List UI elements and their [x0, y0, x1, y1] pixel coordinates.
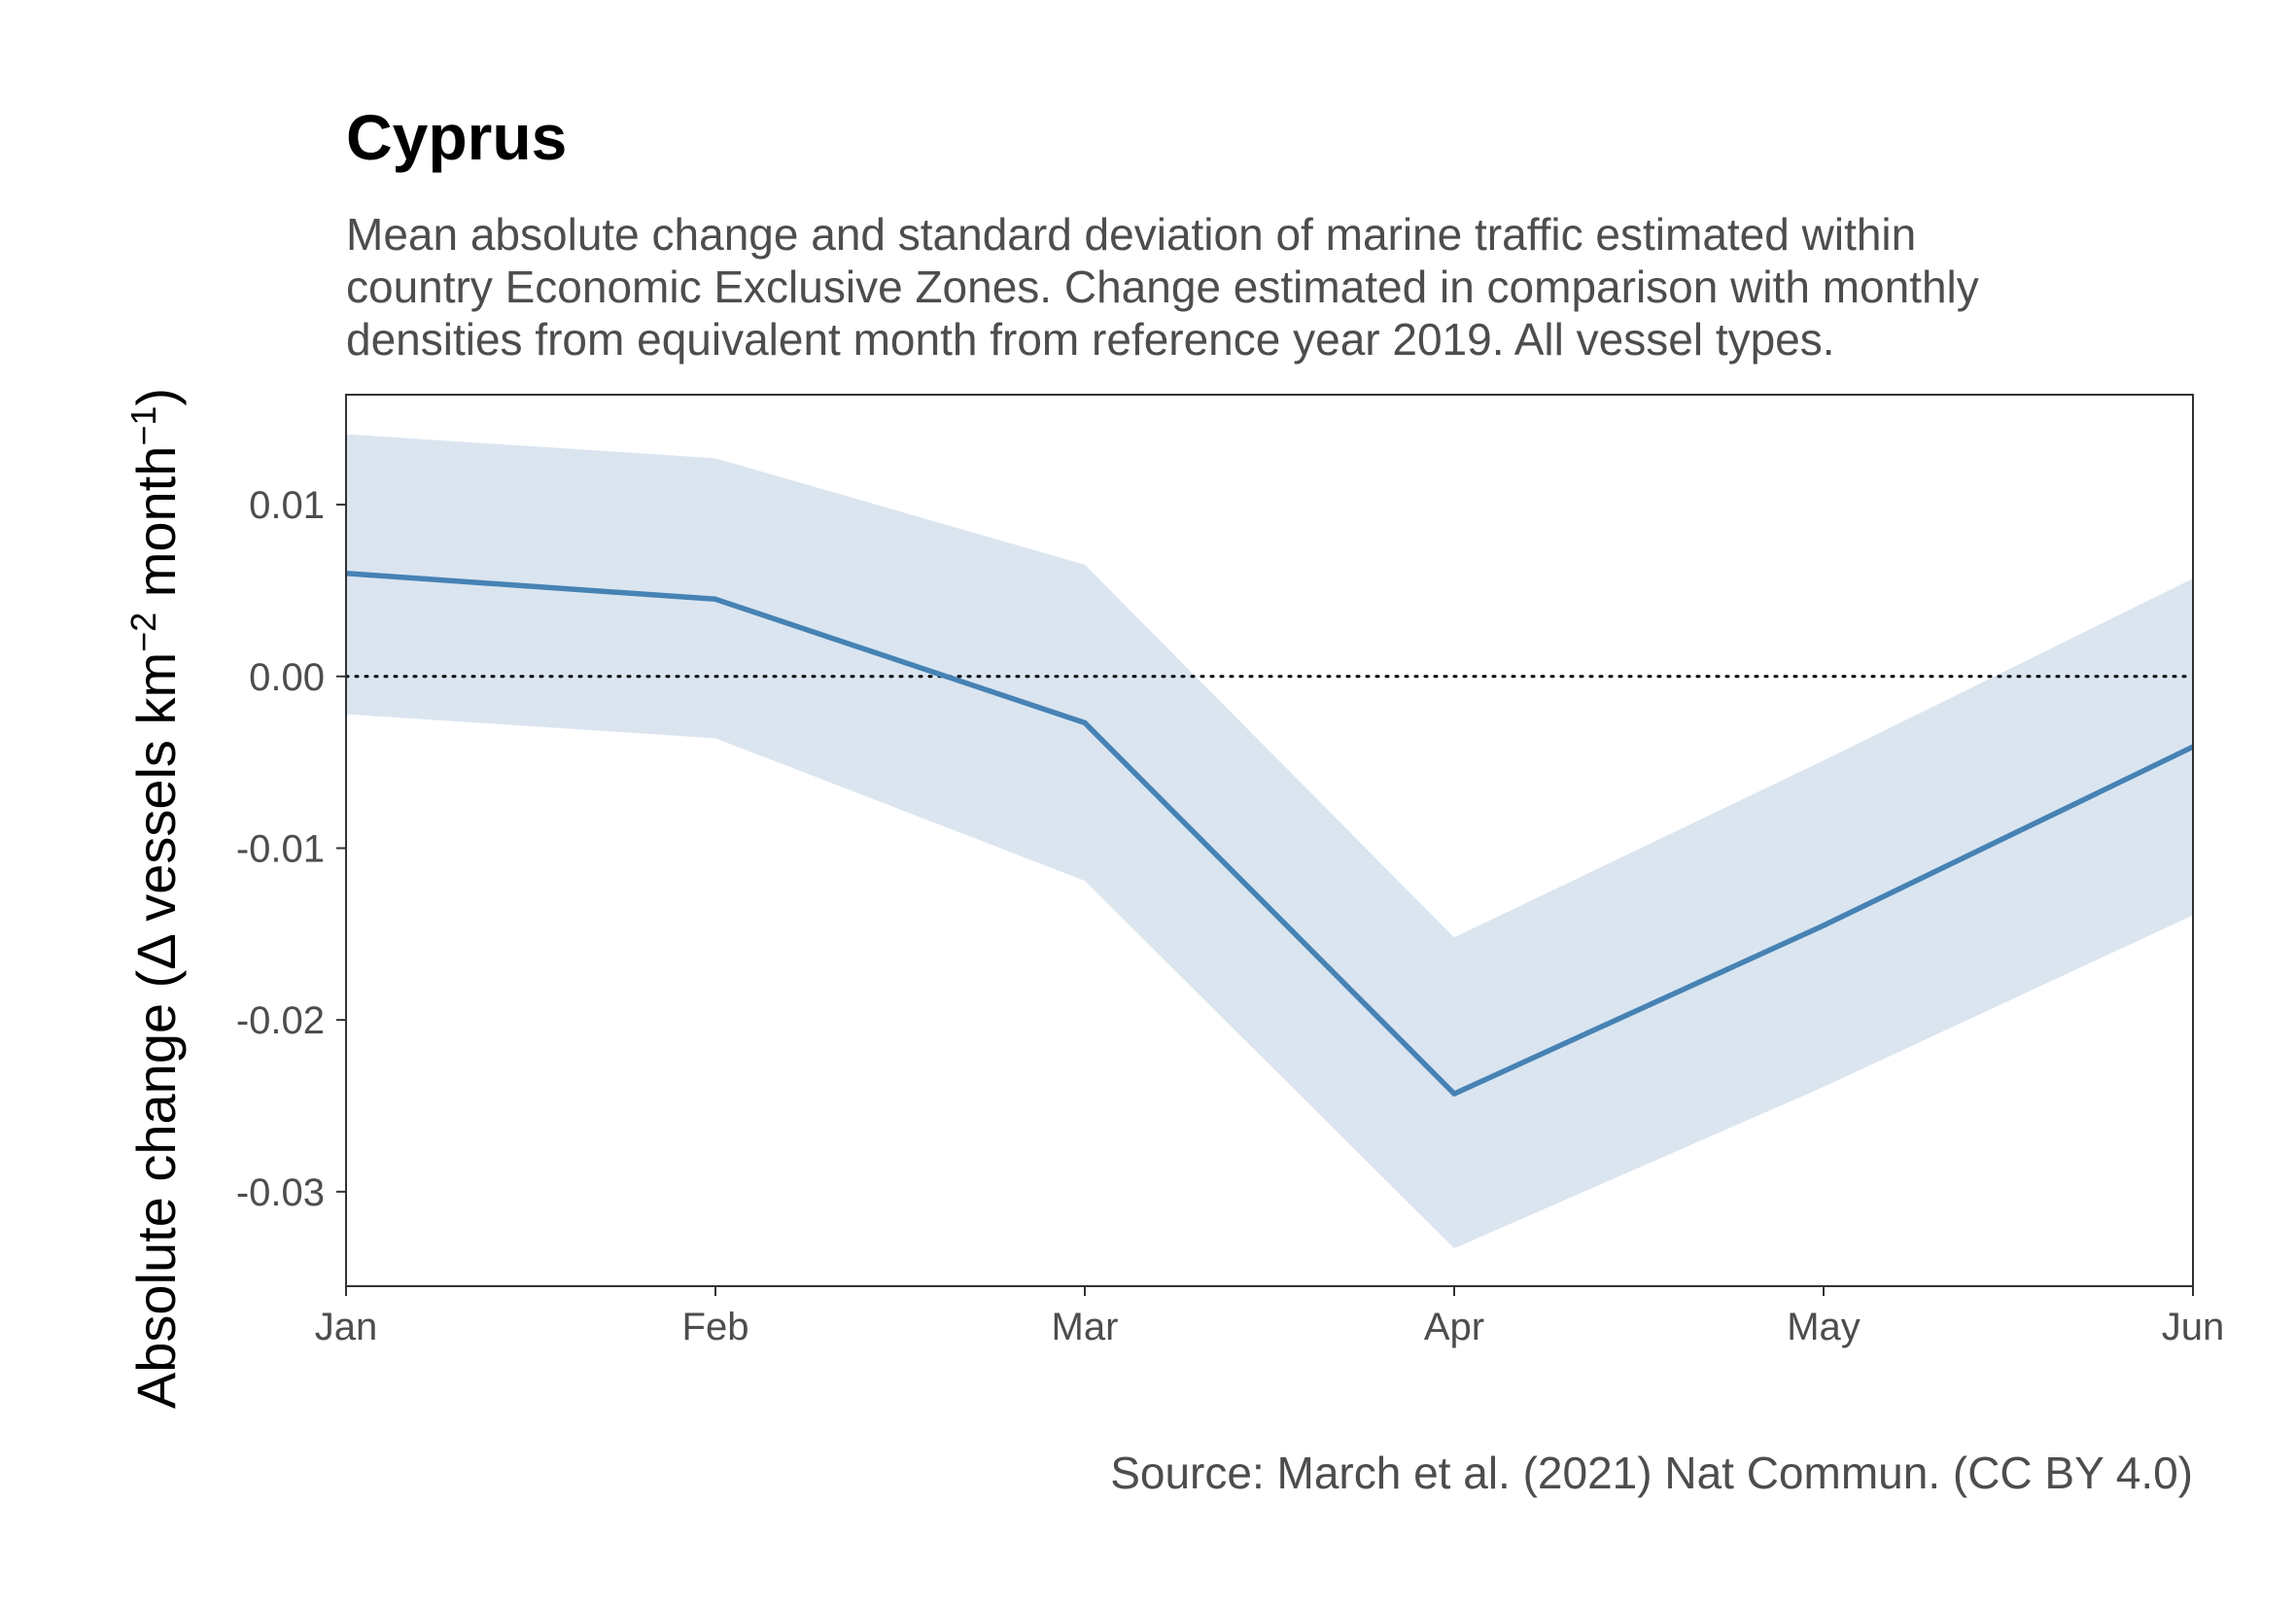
x-tick-label: Jun — [2162, 1306, 2225, 1348]
chart-title: Cyprus — [346, 101, 568, 173]
y-tick-label: -0.01 — [236, 827, 325, 870]
y-tick-label: -0.02 — [236, 999, 325, 1042]
y-tick-label: 0.01 — [249, 484, 325, 527]
x-tick-label: Jan — [315, 1306, 378, 1348]
chart-caption: Source: March et al. (2021) Nat Commun. … — [1110, 1448, 2193, 1498]
subtitle-line-3: densities from equivalent month from ref… — [346, 314, 1835, 365]
mean-change-line — [345, 571, 2195, 1097]
subtitle-line-2: country Economic Exclusive Zones. Change… — [346, 262, 1979, 312]
x-tick-label: Mar — [1052, 1306, 1119, 1348]
x-tick-label: Feb — [682, 1306, 749, 1348]
plot-panel-border — [345, 394, 2194, 1287]
chart-subtitle: Mean absolute change and standard deviat… — [346, 208, 2193, 366]
x-tick-label: May — [1787, 1306, 1861, 1348]
x-tick-label: Apr — [1424, 1306, 1484, 1348]
std-dev-band — [346, 434, 2193, 1249]
y-tick-label: 0.00 — [249, 656, 325, 699]
y-tick-label: -0.03 — [236, 1171, 325, 1214]
subtitle-line-1: Mean absolute change and standard deviat… — [346, 209, 1917, 260]
